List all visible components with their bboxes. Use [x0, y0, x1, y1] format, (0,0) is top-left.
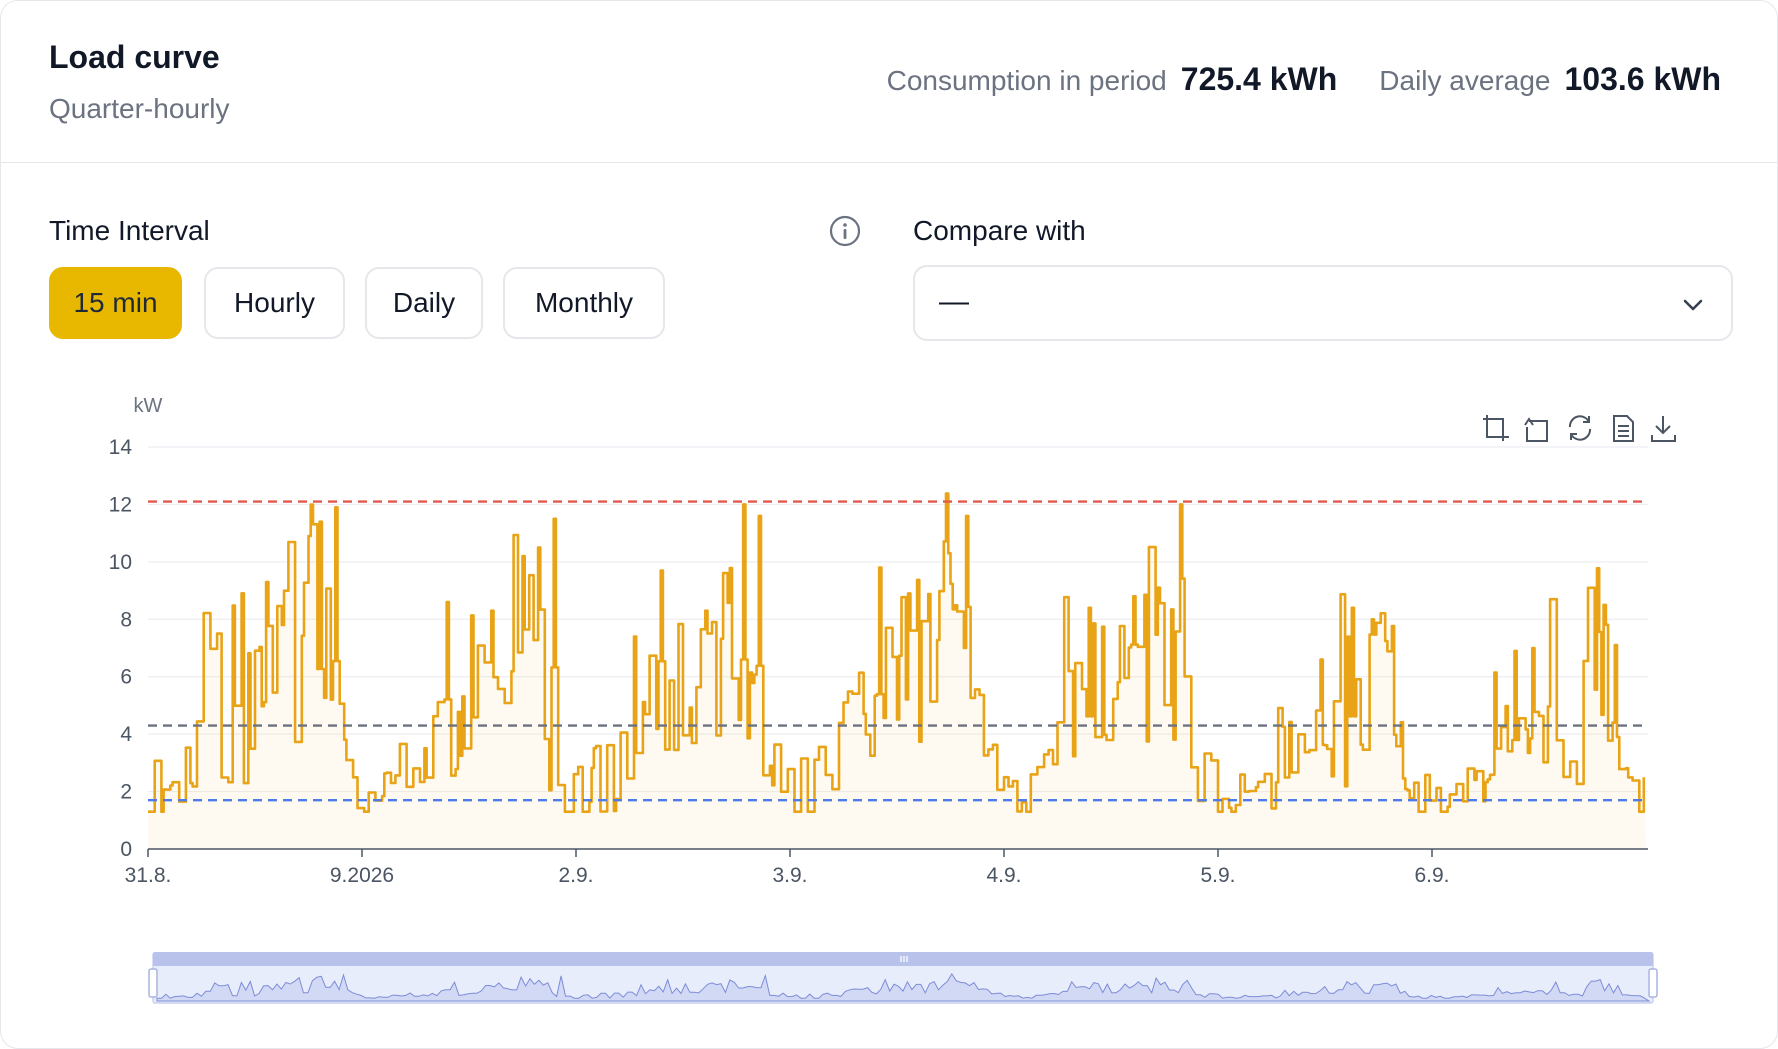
drag-grip-icon[interactable]: [900, 956, 908, 962]
consumption-value: 725.4 kWh: [1180, 61, 1338, 97]
y-tick-label: 2: [120, 781, 132, 804]
card-header: Load curve Quarter-hourly Consumption in…: [1, 1, 1777, 163]
y-tick-label: 6: [120, 666, 132, 689]
y-tick-label: 14: [109, 436, 133, 459]
data-zoom-slider[interactable]: [148, 952, 1658, 1004]
card-title: Load curve: [49, 39, 220, 75]
compare-with-label: Compare with: [913, 215, 1086, 246]
chart-grid: [148, 446, 1648, 793]
x-tick-label: 6.9.: [1414, 864, 1449, 887]
interval-daily-button[interactable]: Daily: [365, 267, 483, 339]
zoom-select-icon[interactable]: [1483, 415, 1509, 441]
reference-lines: [148, 500, 1648, 802]
chart-toolbar: [1483, 415, 1676, 442]
compare-select-value: —: [939, 285, 969, 318]
x-tick-label: 3.9.: [772, 864, 807, 887]
compare-select[interactable]: —: [913, 265, 1733, 341]
y-tick-label: 10: [109, 551, 132, 574]
consumption-label: Consumption in period: [886, 65, 1167, 96]
y-axis-ticks: 0 2 4 6 8 10 12 14: [109, 436, 133, 861]
load-series-line: [148, 492, 1646, 813]
interval-hourly-button[interactable]: Hourly: [204, 267, 345, 339]
average-value: 103.6 kWh: [1564, 61, 1721, 97]
y-tick-label: 4: [120, 723, 132, 746]
restore-icon[interactable]: [1568, 415, 1592, 441]
load-curve-chart: kW 0 2 4 6 8 10 12 14 31.8. 9.2026 2.9. 3.9. 4.9. 5.…: [109, 395, 1676, 1004]
download-icon[interactable]: [1651, 416, 1676, 442]
x-tick-label: 9.2026: [330, 864, 394, 887]
x-tick-label: 31.8.: [125, 864, 172, 887]
chevron-down-icon: [1683, 299, 1703, 311]
x-tick-label: 4.9.: [986, 864, 1021, 887]
interval-15min-button[interactable]: 15 min: [49, 267, 182, 339]
data-zoom-right-handle[interactable]: [1648, 968, 1658, 998]
x-tick-label: 5.9.: [1200, 864, 1235, 887]
data-zoom-handle-bar[interactable]: [153, 952, 1653, 966]
y-tick-label: 12: [109, 493, 132, 516]
summary-stats: Consumption in period 725.4 kWh Daily av…: [887, 61, 1721, 98]
data-zoom-preview: [156, 972, 1651, 1002]
info-icon[interactable]: [829, 215, 861, 247]
x-tick-label: 2.9.: [558, 864, 593, 887]
zoom-reset-icon[interactable]: [1524, 417, 1548, 442]
y-tick-label: 8: [120, 608, 132, 631]
time-interval-label: Time Interval: [49, 215, 210, 246]
y-axis-label: kW: [134, 395, 163, 417]
data-zoom-left-handle[interactable]: [148, 968, 158, 998]
x-axis-ticks: 31.8. 9.2026 2.9. 3.9. 4.9. 5.9. 6.9.: [125, 849, 1450, 887]
interval-monthly-button[interactable]: Monthly: [503, 267, 665, 339]
average-label: Daily average: [1379, 65, 1551, 96]
card-subtitle: Quarter-hourly: [49, 93, 230, 124]
y-tick-label: 0: [120, 838, 132, 861]
data-view-icon[interactable]: [1613, 415, 1634, 442]
